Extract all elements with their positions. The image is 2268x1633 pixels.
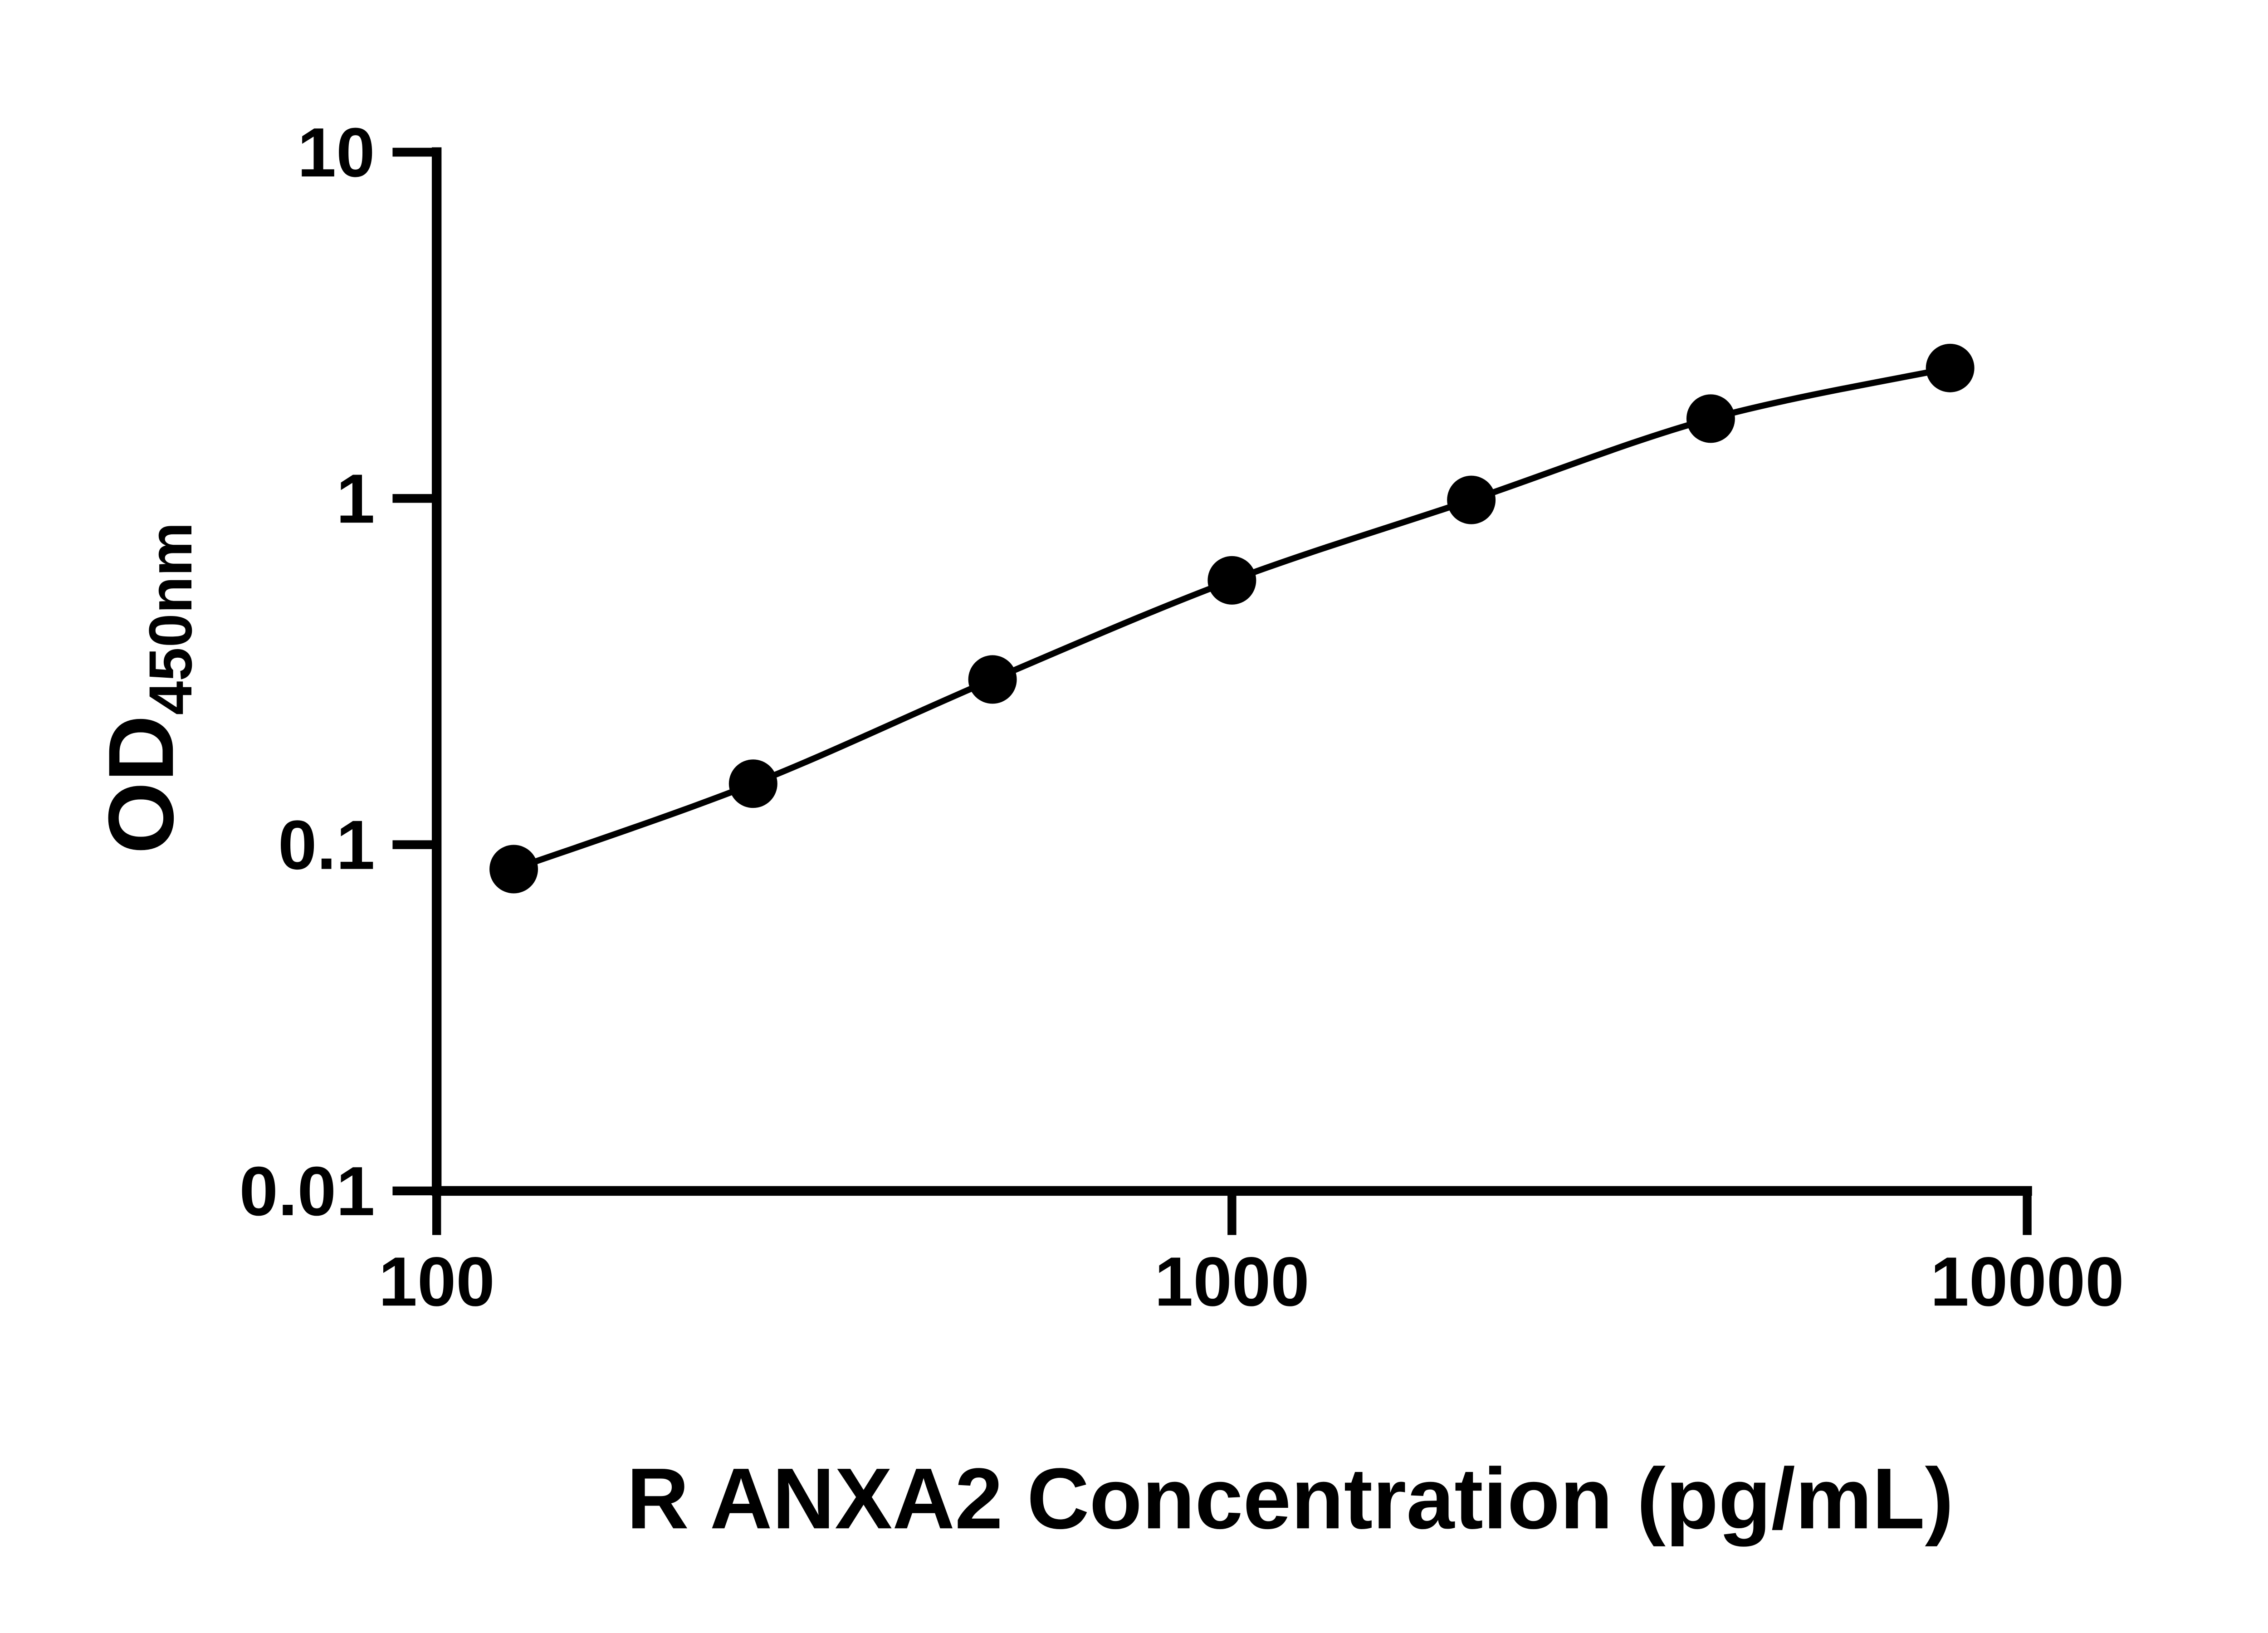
y-axis-title-subscript: 450nm	[137, 522, 205, 715]
x-tick-label: 100	[378, 1242, 494, 1320]
data-point	[489, 845, 538, 894]
tick-label-layer: 0.01 0.1 1 10 100 1000 10000	[240, 113, 2124, 1320]
data-point	[1447, 475, 1496, 524]
axis-layer	[431, 147, 2032, 1196]
standard-curve-plot: 0.01 0.1 1 10 100 1000 10000 OD450nm R ANXA2 C…	[89, 113, 2124, 1547]
fit-curve-layer	[510, 365, 1953, 872]
axis-frame	[431, 147, 2032, 1196]
x-tick-label: 1000	[1154, 1242, 1310, 1320]
y-tick-label: 0.01	[240, 1152, 375, 1230]
x-axis-title: R ANXA2 Concentration (pg/mL)	[626, 1450, 1954, 1547]
y-axis-title-main: OD	[89, 715, 193, 854]
data-point	[728, 759, 777, 808]
elisa-standard-curve-figure: 0.01 0.1 1 10 100 1000 10000 OD450nm R ANXA2 C…	[89, 113, 2124, 1547]
data-point-layer	[489, 343, 1975, 894]
y-tick-label: 1	[336, 460, 375, 538]
y-tick-label: 0.1	[278, 806, 375, 884]
x-tick-label: 10000	[1930, 1242, 2124, 1320]
data-point	[1926, 343, 1975, 392]
data-point	[1686, 394, 1735, 443]
data-point	[1207, 556, 1256, 605]
y-tick-label: 10	[298, 113, 375, 191]
y-axis-title: OD450nm	[89, 522, 205, 854]
tick-layer	[392, 147, 2032, 1235]
fit-curve	[510, 365, 1953, 872]
data-point	[968, 655, 1017, 704]
